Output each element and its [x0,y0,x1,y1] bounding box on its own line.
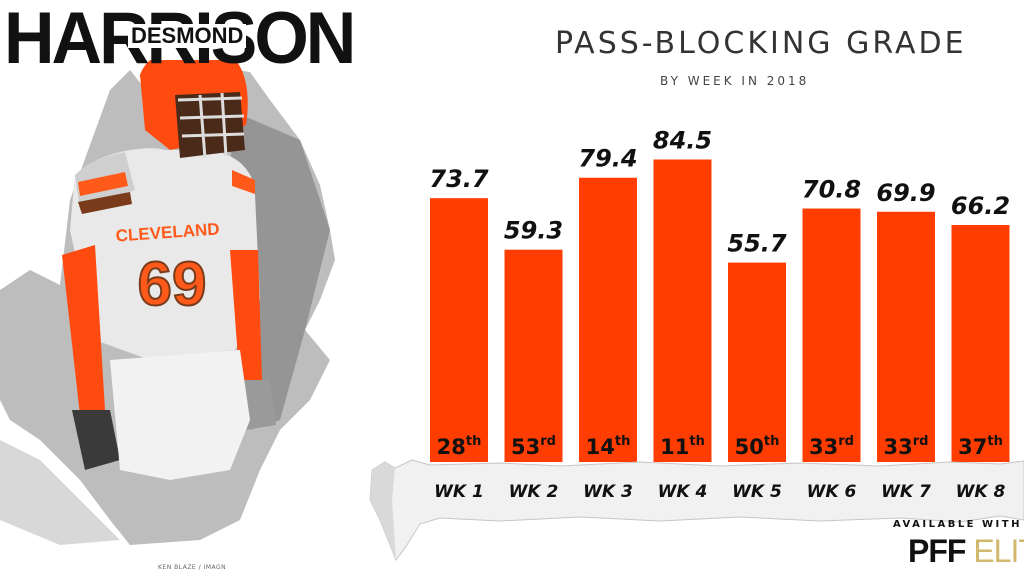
bar-3 [579,177,637,463]
bar-4 [653,159,712,463]
week-tick-label: WK 3 [583,482,633,502]
bar-5 [728,262,786,462]
rank-label: 14th [586,434,631,459]
bar-value-label: 66.2 [951,192,1010,220]
bar-value-label: 79.4 [578,145,637,173]
bar-2 [504,249,563,462]
chart-subtitle: BY WEEK IN 2018 [660,74,810,88]
rank-label: 53rd [511,434,556,459]
chart-title: PASS-BLOCKING GRADE [555,26,967,61]
torn-paper-strip [369,459,1024,562]
week-labels-group: WK 1 WK 2 WK 3 WK 4 WK 5 WK 6 WK 7 WK 8 [434,482,1005,502]
week-tick-label: WK 8 [956,482,1006,502]
player-first-name: DESMOND [128,24,247,48]
rank-label: 50th [735,434,780,459]
bar-value-label: 73.7 [429,165,489,193]
bar-value-label: 84.5 [653,126,712,154]
rank-label: 33rd [809,434,854,459]
player-photo: CLEVELAND 69 [0,60,335,545]
bar-8 [951,225,1010,462]
jersey-number: 69 [138,250,207,319]
week-tick-label: WK 6 [807,482,857,502]
bars-group: 73.7 28th 59.3 53rd 79.4 14th 84.5 11th 55.7 50th… [429,126,1010,463]
bar-1 [430,198,488,463]
available-with-label: AVAILABLE WITH [893,519,1022,530]
bar-6 [802,208,861,462]
bar-value-label: 70.8 [802,176,861,204]
bar-value-label: 59.3 [504,217,563,245]
pff-elite-logo: PFF ELITE [908,533,1024,570]
week-tick-label: WK 4 [658,482,708,502]
rank-label: 37th [958,434,1003,459]
bar-7 [877,211,935,462]
photo-credit: KEN BLAZE / IMAGN [158,564,227,571]
week-tick-label: WK 5 [732,482,782,502]
pff-label: PFF [908,533,966,569]
elite-label: ELITE [973,533,1024,569]
bar-value-label: 69.9 [876,179,935,207]
rank-label: 33rd [884,434,929,459]
rank-label: 11th [660,434,705,459]
week-tick-label: WK 1 [434,482,484,502]
bar-value-label: 55.7 [727,230,787,258]
week-tick-label: WK 2 [509,482,559,502]
week-tick-label: WK 7 [881,482,931,502]
rank-label: 28th [437,434,482,459]
